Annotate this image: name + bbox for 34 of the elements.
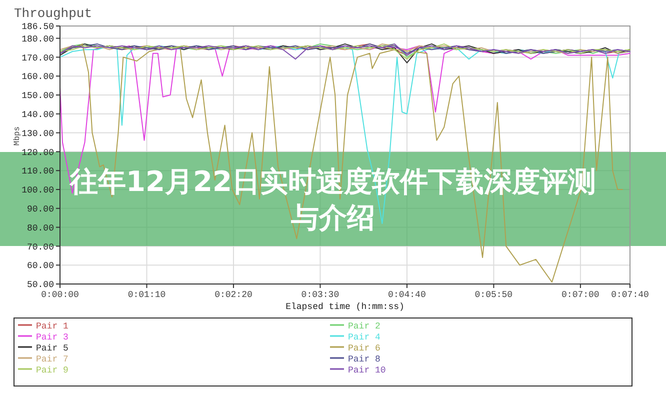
x-tick-label: 0:03:30 — [301, 290, 340, 300]
y-tick-label: 80.00 — [26, 223, 54, 234]
x-tick-label: 0:01:10 — [128, 290, 166, 300]
y-tick-label: 140.00 — [22, 110, 54, 120]
y-axis-title: Mbps — [13, 126, 22, 146]
legend-label: Pair 2 — [348, 322, 380, 332]
x-tick-label: 0:07:00 — [562, 290, 600, 300]
legend-label: Pair 4 — [348, 332, 380, 343]
legend-label: Pair 1 — [36, 322, 68, 332]
y-tick-label: 160.00 — [22, 72, 54, 82]
y-tick-label: 130.00 — [22, 128, 54, 139]
y-tick-label: 50.00 — [26, 280, 54, 290]
legend-label: Pair 7 — [36, 354, 68, 365]
x-tick-label: 0:07:40 — [611, 290, 649, 300]
y-tick-label: 170.00 — [22, 53, 54, 64]
x-tick-label: 0:04:40 — [388, 290, 426, 300]
y-tick-label: 60.00 — [26, 261, 54, 272]
legend-label: Pair 3 — [36, 332, 68, 343]
y-tick-label: 90.00 — [26, 204, 54, 215]
chart-title: Throughput — [14, 6, 92, 21]
x-axis-title: Elapsed time (h:mm:ss) — [286, 302, 404, 312]
legend-label: Pair 6 — [348, 344, 380, 354]
x-tick-label: 0:02:20 — [214, 290, 252, 300]
y-tick-label: 100.00 — [22, 186, 54, 196]
y-tick-label: 180.00 — [22, 34, 54, 44]
y-tick-label: 110.00 — [22, 166, 54, 177]
y-tick-label: 186.50 — [22, 22, 54, 32]
legend-label: Pair 8 — [348, 354, 380, 365]
y-tick-label: 150.00 — [22, 91, 54, 102]
x-tick-label: 0:05:50 — [474, 290, 513, 300]
legend-label: Pair 5 — [36, 344, 68, 354]
x-tick-label: 0:00:00 — [41, 290, 79, 300]
legend-label: Pair 10 — [348, 366, 386, 376]
legend-label: Pair 9 — [36, 366, 68, 376]
